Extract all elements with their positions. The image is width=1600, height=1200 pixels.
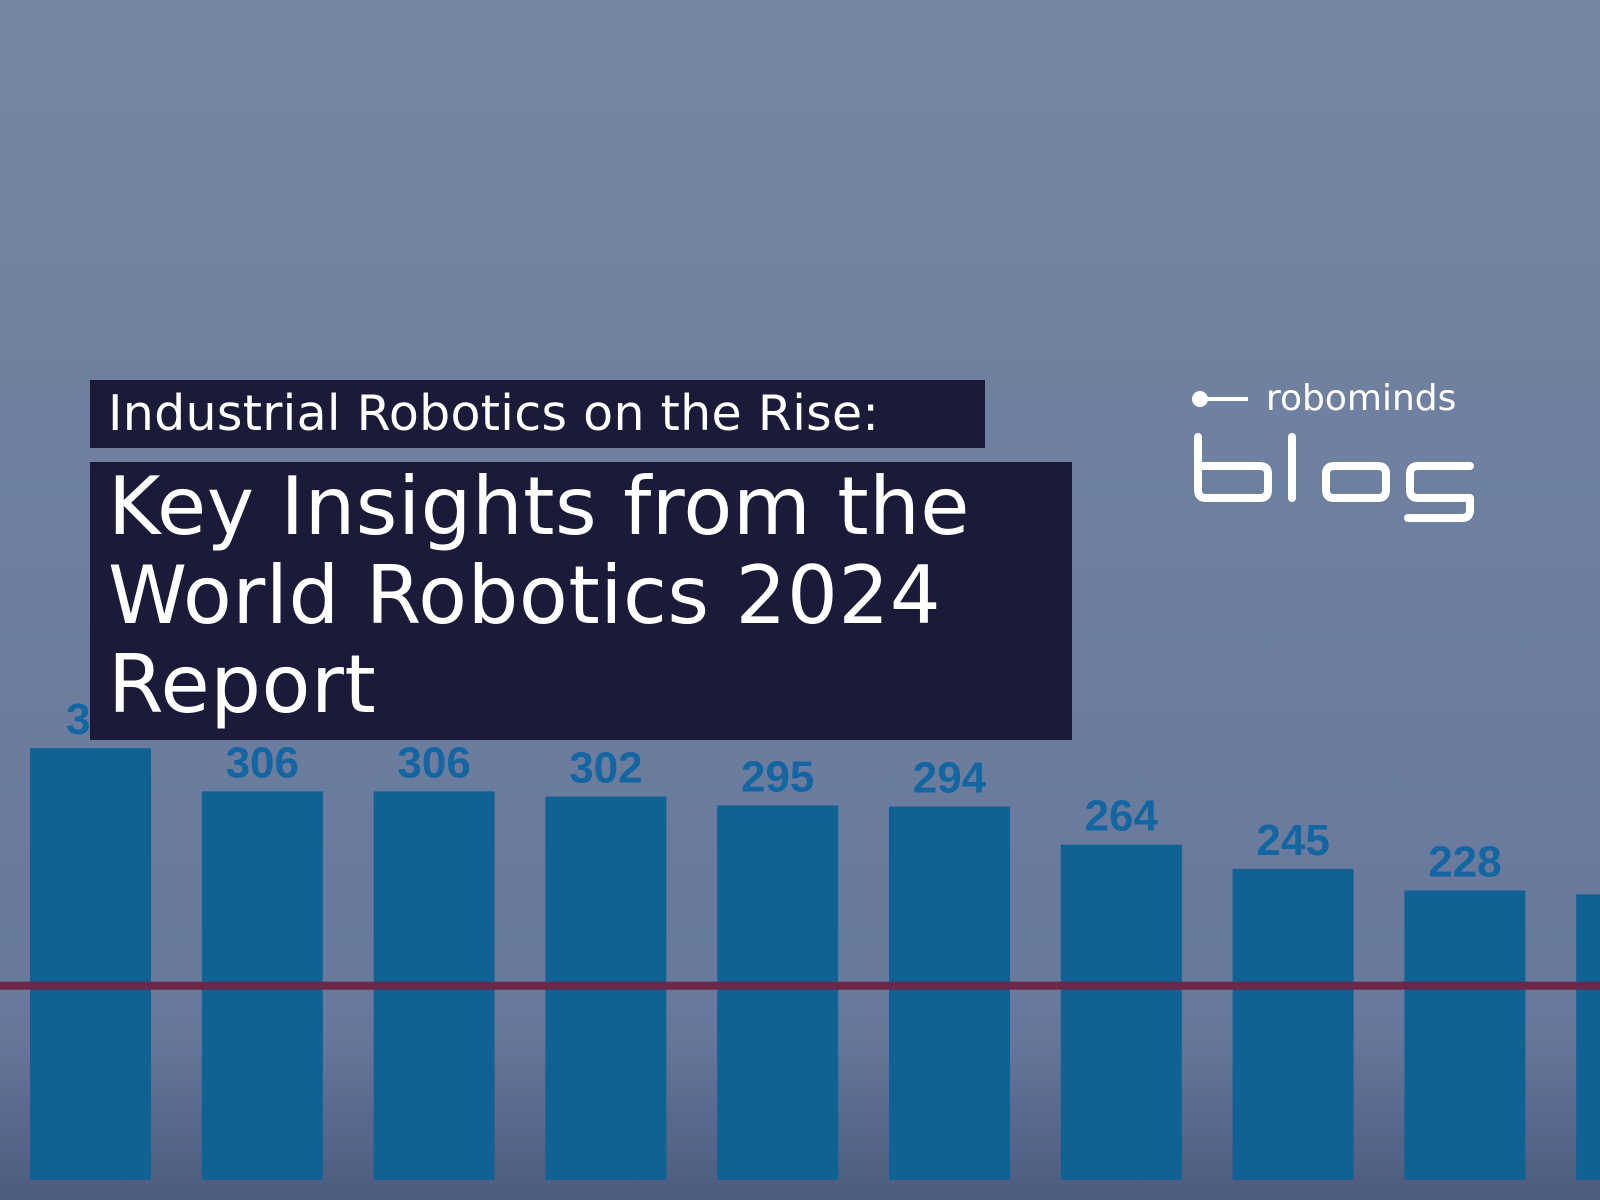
bar-value-label-5: 295 [741,752,814,801]
bar-5 [717,805,839,1180]
title-banner: Key Insights from the World Robotics 202… [90,462,1072,740]
bar-7 [1060,844,1182,1180]
title: Key Insights from the World Robotics 202… [108,462,970,729]
reference-line [0,981,1600,990]
bar-value-label-4: 302 [569,744,642,793]
title-line-3: Report [108,638,377,731]
bar-value-label-6: 294 [913,754,987,803]
bar-8 [1232,868,1354,1180]
bar-value-label-3: 306 [397,738,470,787]
title-line-2: World Robotics 2024 [108,549,942,642]
blog-wordmark [1194,433,1474,522]
subtitle-banner: Industrial Robotics on the Rise: [90,380,985,448]
bar-1 [30,748,151,1180]
bar-6 [889,806,1010,1180]
bar-value-label-2: 306 [226,738,299,787]
subtitle: Industrial Robotics on the Rise: [108,385,880,442]
title-line-1: Key Insights from the [108,460,971,553]
dot-line-icon-stroke [1206,397,1248,401]
dot-line-icon [1192,391,1208,407]
brand-name: robominds [1266,378,1457,419]
bar-9 [1404,890,1526,1180]
bar-10 [1576,894,1600,1181]
bar-value-label-9: 228 [1428,837,1501,886]
robominds-blog-logo: robominds [1192,380,1492,530]
bar-value-label-8: 245 [1256,816,1329,865]
bar-value-label-7: 264 [1085,792,1159,841]
